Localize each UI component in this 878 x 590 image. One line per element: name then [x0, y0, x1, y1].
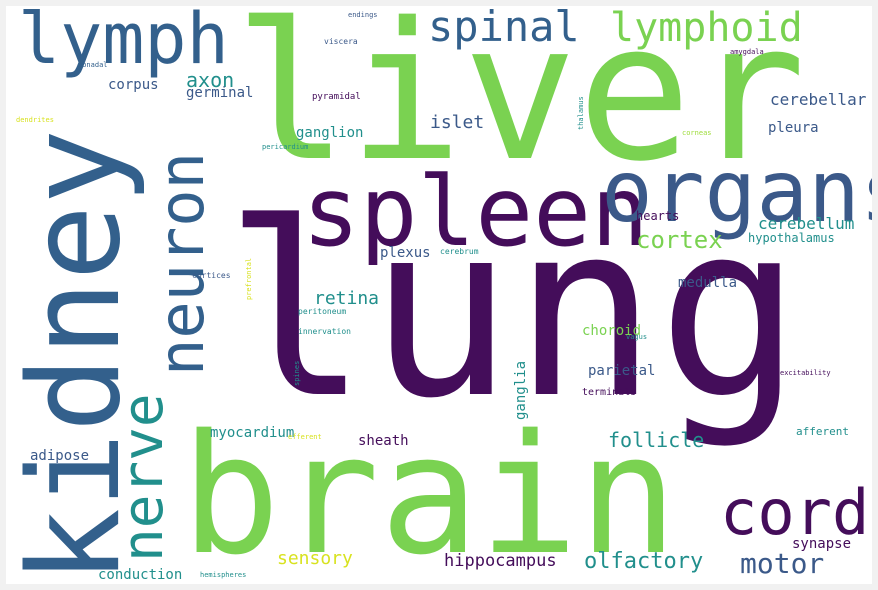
word-cortices: cortices: [192, 271, 231, 280]
word-amygdala: amygdala: [730, 48, 764, 56]
word-afferent: afferent: [796, 425, 849, 438]
word-pleura: pleura: [768, 120, 819, 136]
word-thalamus: thalamus: [577, 96, 585, 130]
word-sheath: sheath: [358, 433, 409, 449]
word-liver: liver: [234, 6, 806, 203]
word-prefrontal: prefrontal: [245, 257, 253, 300]
word-hippocampus: hippocampus: [444, 551, 557, 571]
word-excitability: excitability: [780, 369, 831, 377]
word-ganglia: ganglia: [513, 360, 529, 420]
word-medulla: medulla: [678, 275, 738, 291]
word-plexus: plexus: [380, 245, 431, 261]
word-endings: endings: [348, 11, 378, 19]
word-hypothalamus: hypothalamus: [748, 231, 835, 245]
word-organs: organs: [601, 142, 872, 242]
word-neuron: neuron: [145, 152, 218, 376]
word-dendrites: dendrites: [16, 116, 54, 124]
word-corpus: corpus: [108, 77, 159, 93]
word-vagus: vagus: [626, 333, 648, 341]
word-cloud: lung liver brain kidney spleen organs ly…: [6, 6, 872, 584]
word-ganglion: ganglion: [296, 125, 364, 141]
word-axon: axon: [186, 68, 235, 92]
word-pericardium: pericardium: [262, 143, 309, 151]
word-lung: lung: [224, 171, 802, 451]
word-parietal: parietal: [588, 363, 656, 379]
word-hemispheres: hemispheres: [200, 571, 247, 579]
word-cerebrum: cerebrum: [440, 247, 479, 256]
word-cerebellar: cerebellar: [770, 90, 867, 109]
word-retina: retina: [314, 288, 380, 309]
word-synapse: synapse: [792, 536, 852, 552]
word-terminals: terminals: [582, 387, 637, 398]
word-efferent: efferent: [288, 433, 322, 441]
word-peritoneum: peritoneum: [298, 307, 347, 316]
word-corneas: corneas: [682, 129, 712, 137]
word-adipose: adipose: [30, 448, 90, 464]
word-gonadal: gonadal: [78, 61, 108, 69]
word-viscera: viscera: [324, 37, 358, 46]
word-sensory: sensory: [277, 548, 353, 569]
word-hearts: hearts: [636, 209, 680, 223]
word-cord: cord: [720, 476, 870, 549]
word-motor: motor: [740, 547, 825, 580]
word-cerebellum: cerebellum: [758, 214, 855, 233]
word-pyramidal: pyramidal: [312, 92, 361, 102]
word-islet: islet: [430, 112, 485, 133]
word-spleen: spleen: [302, 156, 649, 268]
word-myocardium: myocardium: [210, 425, 295, 441]
word-follicle: follicle: [608, 428, 705, 452]
word-germinal: germinal: [186, 85, 254, 101]
word-innervation: innervation: [298, 327, 351, 336]
word-lymph: lymph: [18, 6, 229, 80]
word-lymphoid: lymphoid: [610, 6, 803, 51]
word-spinal: spinal: [428, 6, 580, 51]
word-olfactory: olfactory: [584, 549, 704, 574]
word-choroid: choroid: [582, 323, 642, 339]
word-nerve: nerve: [111, 393, 176, 562]
word-spines: spines: [293, 360, 301, 386]
word-brain: brain: [181, 399, 678, 584]
word-conduction: conduction: [98, 567, 183, 583]
word-cortex: cortex: [636, 226, 723, 254]
